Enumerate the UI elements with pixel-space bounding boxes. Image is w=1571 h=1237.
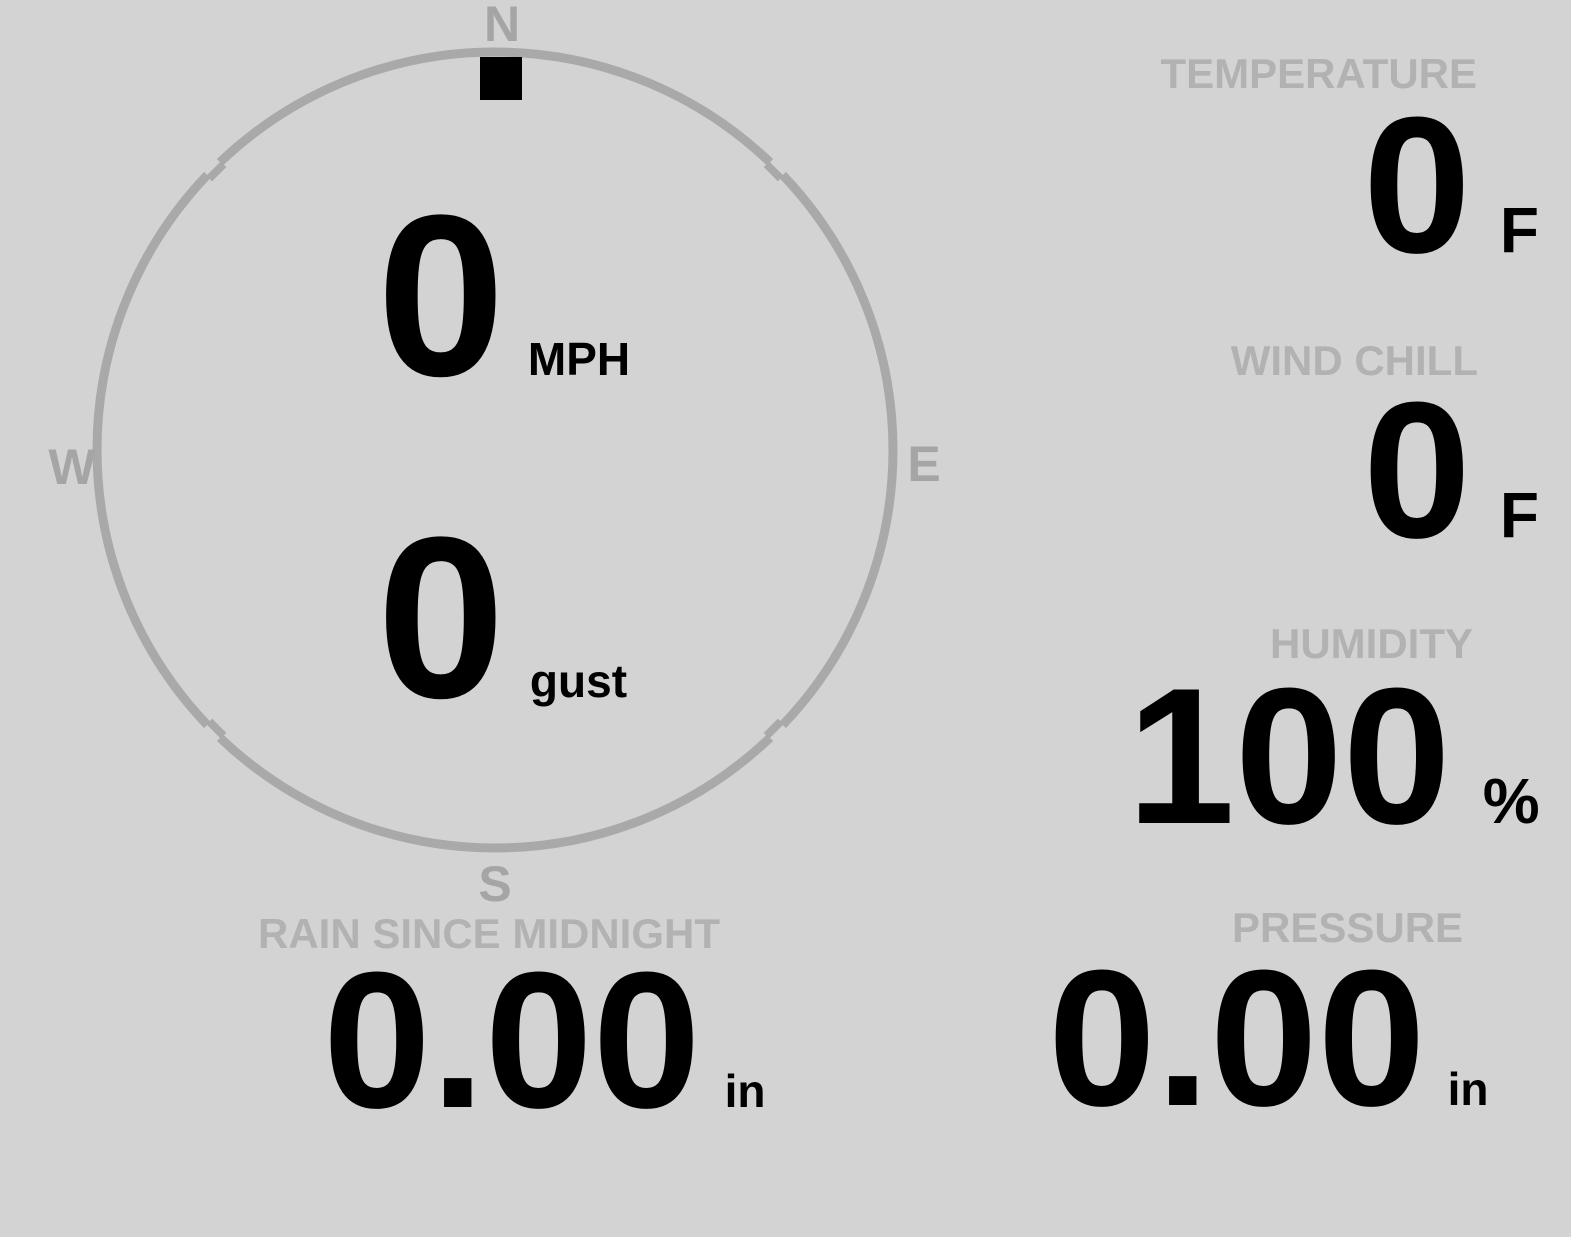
rain-unit: in (724, 1065, 766, 1117)
pressure-label: PRESSURE (1232, 904, 1464, 951)
compass-arc-south (216, 734, 774, 853)
compass-arc-north (216, 47, 774, 166)
humidity-readout: 100 % (1127, 660, 1540, 854)
humidity-value: 100 (1127, 648, 1451, 865)
compass-label-south: S (478, 856, 512, 912)
compass-label-west: W (48, 439, 96, 495)
rain-label: RAIN SINCE MIDNIGHT (258, 910, 720, 957)
wind-speed-readout: 0 MPH (377, 181, 630, 411)
pressure-readout: 0.00 in (1048, 942, 1488, 1136)
compass-tick-sw-icon (206, 718, 227, 739)
rain-readout: 0.00 in (323, 944, 765, 1138)
compass-tick-se-icon (763, 718, 784, 739)
wind-chill-readout: 0 F (1363, 374, 1539, 568)
humidity-label: HUMIDITY (1270, 620, 1473, 667)
wind-speed-value: 0 (377, 167, 505, 424)
compass-arc-east (779, 171, 898, 729)
wind-chill-label: WIND CHILL (1230, 337, 1478, 384)
temperature-label: TEMPERATURE (1160, 50, 1477, 97)
wind-direction-marker-icon (480, 57, 522, 100)
rain-value: 0.00 (323, 932, 701, 1149)
compass-arc-west (92, 171, 211, 729)
temperature-unit: F (1499, 194, 1539, 266)
wind-gust-unit: gust (529, 655, 628, 707)
temperature-value: 0 (1363, 77, 1471, 294)
wind-speed-unit: MPH (527, 333, 631, 385)
temperature-readout: 0 F (1363, 89, 1539, 283)
pressure-value: 0.00 (1048, 930, 1426, 1147)
wind-gust-value: 0 (377, 489, 505, 746)
compass-tick-ne-icon (763, 161, 784, 182)
wind-gust-readout: 0 gust (377, 503, 627, 733)
compass-ring (92, 47, 898, 853)
wind-chill-unit: F (1499, 479, 1539, 551)
compass-label-east: E (907, 436, 941, 492)
wind-chill-value: 0 (1363, 362, 1471, 579)
compass-label-north: N (483, 0, 521, 52)
compass-tick-nw-icon (206, 161, 227, 182)
humidity-unit: % (1482, 765, 1540, 837)
pressure-unit: in (1447, 1063, 1489, 1115)
